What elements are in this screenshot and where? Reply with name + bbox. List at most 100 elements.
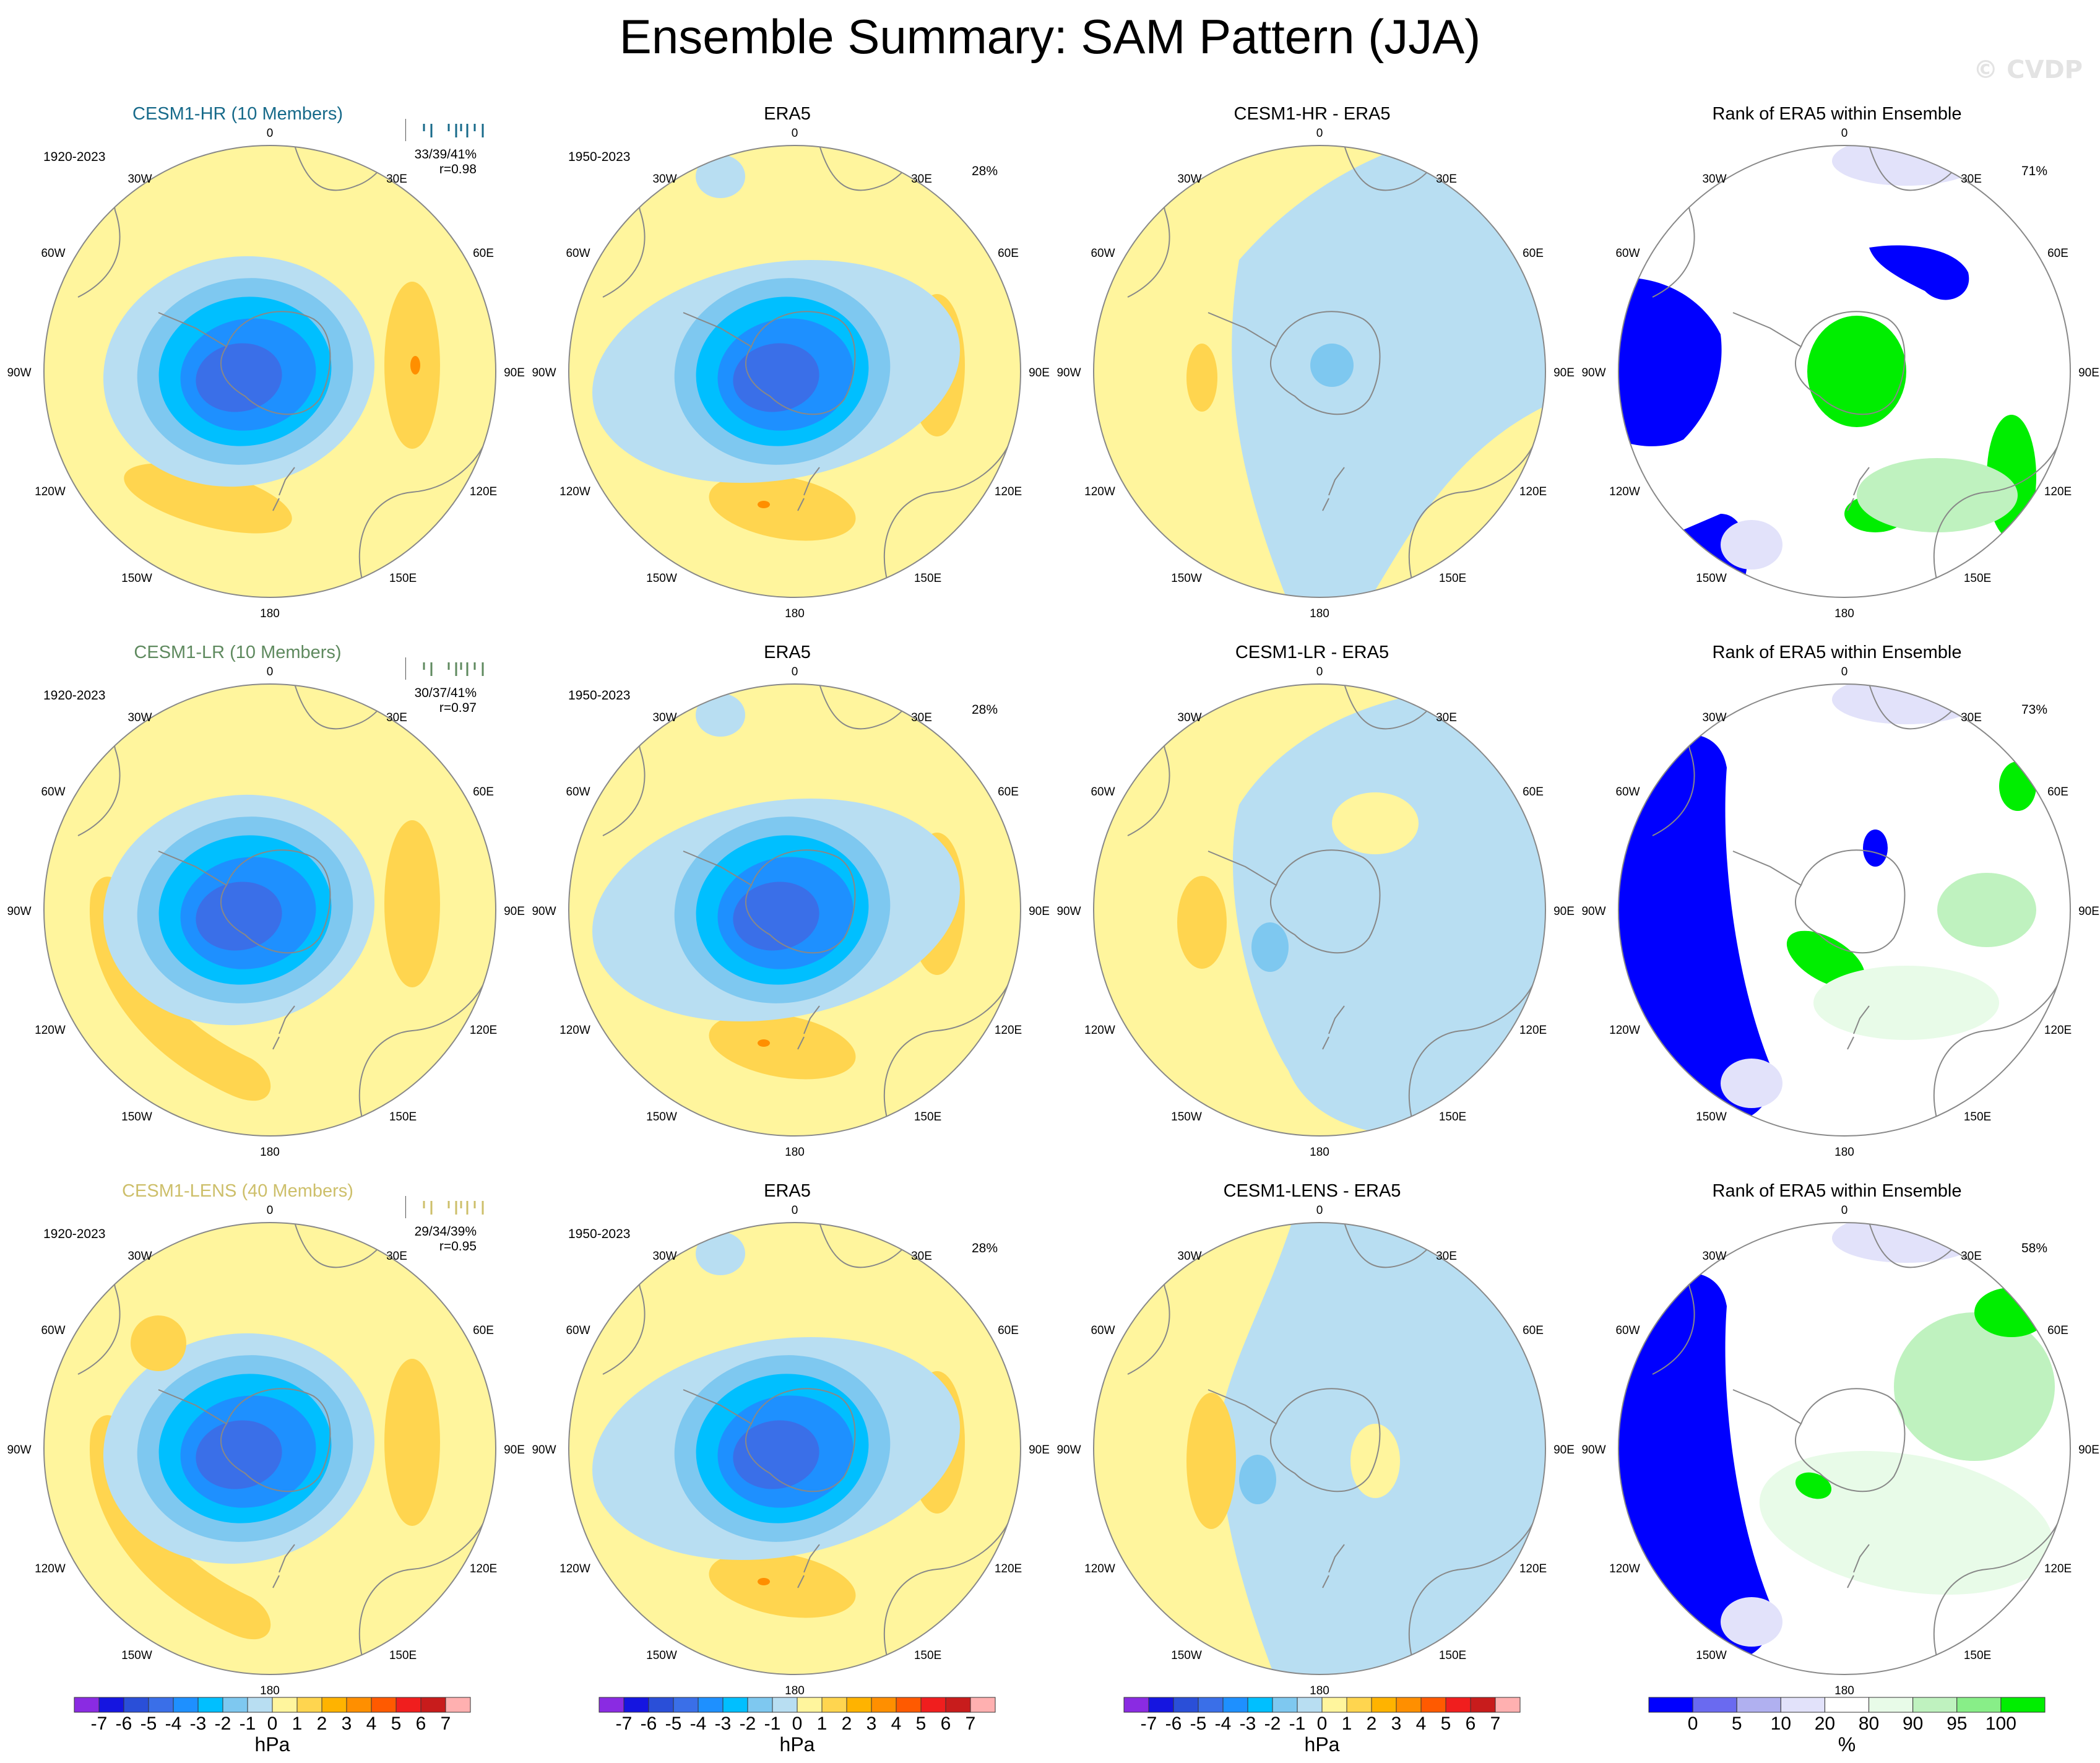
longitude-label: 150E <box>1439 1649 1466 1662</box>
longitude-label: 120W <box>35 1562 66 1575</box>
panel-model-row2: 0 180 30W 30E 60W 60E 90W 90E 120W 120E 150W 150E CE… <box>0 638 525 1176</box>
rank-low-region <box>1863 830 1888 867</box>
positive-anomaly-region <box>709 474 856 541</box>
longitude-label: 120E <box>470 1024 497 1037</box>
map-boundary <box>568 1222 1021 1675</box>
antarctica-coastline <box>1795 849 1906 954</box>
colorbar-tick-label: -1 <box>1289 1713 1306 1734</box>
new-zealand-coastline <box>1847 467 1870 511</box>
longitude-label: 0 <box>267 665 274 678</box>
rank-lavender-region <box>1721 1597 1782 1647</box>
longitude-label: 60W <box>41 247 65 260</box>
longitude-label: 90W <box>1581 905 1605 918</box>
pct-variance-range: 30/37/41% <box>414 686 477 700</box>
colorbar-swatch <box>920 1697 946 1713</box>
rank-green-region <box>1759 1450 2054 1595</box>
polar-map: 0 180 30W 30E 60W 60E 90W 90E 120W 120E 150W 150E <box>532 665 1050 1159</box>
colorbar-swatch <box>371 1697 397 1713</box>
colorbar-tick-label: 6 <box>415 1713 426 1734</box>
longitude-label: 30W <box>1702 173 1726 186</box>
period-label: 1920-2023 <box>43 150 106 164</box>
longitude-label: 30W <box>652 1250 676 1263</box>
colorbar-swatch <box>846 1697 872 1713</box>
colorbar-tick-label: 1 <box>816 1713 827 1734</box>
longitude-label: 90E <box>504 905 525 918</box>
longitude-label: 60E <box>998 1324 1019 1337</box>
positive-anomaly-region <box>124 463 292 534</box>
colorbar-swatch <box>648 1697 674 1713</box>
longitude-label: 120W <box>1084 485 1115 498</box>
colorbar-tick-label: 5 <box>391 1713 402 1734</box>
colorbar-tick-label: -6 <box>115 1713 132 1734</box>
longitude-label: 90E <box>1029 1444 1050 1457</box>
colorbar-tick-label: -2 <box>739 1713 756 1734</box>
longitude-label: 120E <box>1519 1024 1547 1037</box>
map-boundary <box>43 145 496 598</box>
longitude-label: 60E <box>998 247 1019 260</box>
pct-variance-range: 29/34/39% <box>414 1224 477 1239</box>
positive-anomaly-core <box>758 501 770 508</box>
panel-title: Rank of ERA5 within Ensemble <box>1712 643 1962 662</box>
australia-coastline <box>358 984 484 1121</box>
colorbar-tick-label: 95 <box>1947 1713 1968 1734</box>
longitude-label: 180 <box>1310 1146 1329 1159</box>
negative-anomaly-region <box>696 1232 745 1275</box>
colorbar-tick-label: 7 <box>440 1713 451 1734</box>
colorbar-tick-label: 5 <box>1440 1713 1451 1734</box>
longitude-label: 0 <box>1841 127 1848 140</box>
negative-anomaly-region <box>696 693 745 737</box>
polar-map: 0 180 30W 30E 60W 60E 90W 90E 120W 120E 150W 150E <box>532 127 1049 620</box>
antarctica-coastline <box>745 1388 856 1492</box>
ensemble-stats: 33/39/41% r=0.98 <box>371 147 477 177</box>
longitude-label: 30E <box>911 1250 932 1263</box>
longitude-label: 60E <box>2047 786 2068 799</box>
longitude-label: 0 <box>1316 1204 1323 1217</box>
colorbar-swatch <box>1692 1697 1737 1713</box>
longitude-label: 180 <box>260 1684 280 1697</box>
colorbar-unit: % <box>1838 1733 1856 1756</box>
colorbar-tick-label: 1 <box>1341 1713 1352 1734</box>
map-boundary <box>1618 683 2071 1137</box>
member-ticks <box>405 119 484 141</box>
polar-map: 0 180 30W 30E 60W 60E 90W 90E 120W 120E 150W 150E <box>532 1204 1050 1697</box>
colorbar-swatch <box>1736 1697 1781 1713</box>
longitude-label: 90E <box>504 366 525 379</box>
variance-pct-label: 28% <box>972 1241 998 1255</box>
colorbar-tick-label: 5 <box>915 1713 927 1734</box>
longitude-label: 90W <box>7 366 31 379</box>
longitude-label: 120E <box>995 1024 1022 1037</box>
longitude-label: 90E <box>1029 905 1050 918</box>
longitude-label: 90W <box>532 366 556 379</box>
longitude-label: 30W <box>1177 173 1201 186</box>
longitude-label: 150E <box>389 572 417 585</box>
colorbar-tick-label: 0 <box>792 1713 803 1734</box>
longitude-label: 150E <box>914 1649 941 1662</box>
rank-green-region <box>1813 966 1999 1040</box>
colorbar-tick-label: 90 <box>1902 1713 1924 1734</box>
colorbar-tick-label: 6 <box>1465 1713 1476 1734</box>
longitude-label: 150W <box>1696 572 1727 585</box>
positive-anomaly-region <box>131 1315 186 1371</box>
colorbar-swatch <box>1648 1697 1693 1713</box>
colorbar-swatch <box>1470 1697 1496 1713</box>
rank-lavender-region <box>1721 520 1782 570</box>
colorbar-swatch <box>1371 1697 1397 1713</box>
australia-coastline <box>883 1522 1009 1660</box>
australia-coastline <box>1933 1522 2059 1660</box>
map-boundary <box>1618 1222 2071 1675</box>
longitude-label: 90W <box>1056 1444 1081 1457</box>
colorbar-tick-label: -3 <box>1239 1713 1256 1734</box>
antarctica-coastline <box>220 311 331 415</box>
new-zealand-coastline <box>797 1544 820 1588</box>
new-zealand-coastline <box>1847 1005 1870 1050</box>
longitude-label: 0 <box>1316 127 1323 140</box>
longitude-label: 60W <box>1091 247 1115 260</box>
colorbar-swatch <box>970 1697 996 1713</box>
colorbar-tick-label: -4 <box>689 1713 707 1734</box>
colorbar-swatch <box>1869 1697 1914 1713</box>
positive-anomaly-region <box>384 820 440 987</box>
colorbar-swatch <box>1321 1697 1347 1713</box>
new-zealand-coastline <box>272 1005 295 1050</box>
longitude-label: 90W <box>532 1444 556 1457</box>
colorbar-swatch <box>1495 1697 1521 1713</box>
